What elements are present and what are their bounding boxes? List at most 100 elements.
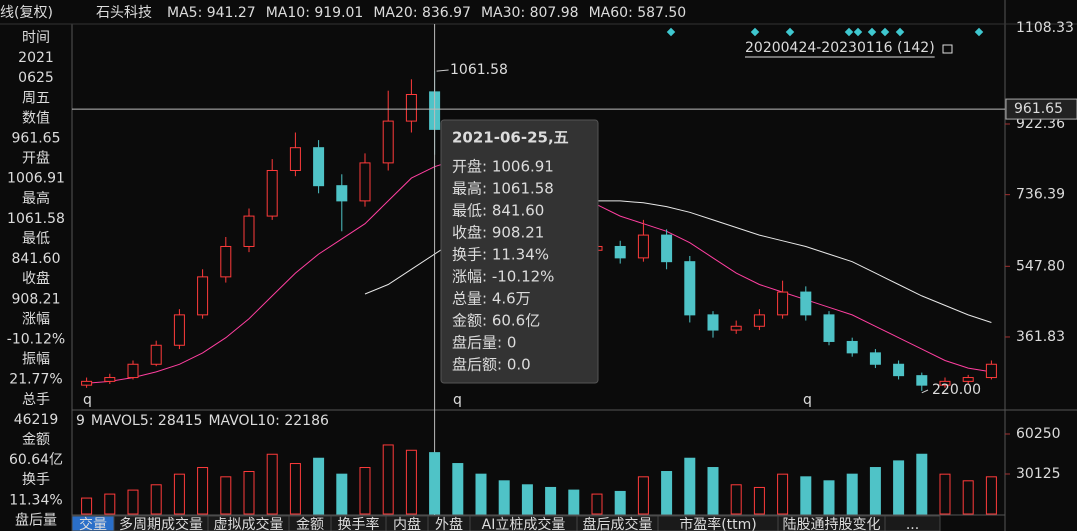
tab-label[interactable]: 金额 bbox=[296, 517, 324, 531]
volume-bar bbox=[730, 484, 742, 515]
info-row: 46219 bbox=[14, 412, 59, 428]
low-note: 220.00 bbox=[932, 382, 981, 398]
volume-bar bbox=[266, 453, 278, 515]
y-tick-label: 547.80 bbox=[1016, 258, 1065, 274]
info-row: 时间 bbox=[22, 30, 50, 46]
volume-tick-label: 60250 bbox=[1016, 426, 1061, 442]
tab-label[interactable]: 交量 bbox=[79, 516, 107, 531]
volume-bar bbox=[614, 490, 626, 515]
crosshair-label: 961.65 bbox=[1014, 101, 1063, 117]
candle-body bbox=[81, 380, 93, 386]
tooltip-row: 盘后额: 0.0 bbox=[452, 356, 531, 374]
info-row: 总手 bbox=[22, 392, 50, 408]
info-row: 908.21 bbox=[12, 291, 61, 307]
note-arrow bbox=[921, 389, 929, 394]
tooltip-row: 开盘: 1006.91 bbox=[452, 158, 554, 176]
volume-bar bbox=[197, 467, 209, 515]
volume-bar bbox=[777, 473, 789, 515]
lock-icon bbox=[942, 44, 953, 54]
candle-body bbox=[382, 120, 394, 164]
info-row: 1061.58 bbox=[7, 211, 65, 227]
volume-bar bbox=[382, 444, 394, 515]
volume-bar bbox=[313, 457, 325, 515]
volume-bar bbox=[637, 476, 649, 515]
candle-body bbox=[846, 340, 858, 354]
info-row: 涨幅 bbox=[22, 311, 50, 327]
ma-value: MA10: 919.01 bbox=[266, 5, 364, 21]
info-row: 开盘 bbox=[22, 150, 50, 167]
tooltip-title: 2021-06-25,五 bbox=[452, 129, 569, 147]
info-row: 21.77% bbox=[9, 372, 62, 388]
tab-label[interactable]: AI立桩成交量 bbox=[482, 516, 566, 531]
tab-label[interactable]: 多周期成交量 bbox=[119, 516, 203, 531]
tooltip-row: 最高: 1061.58 bbox=[452, 180, 554, 198]
tab-label[interactable]: 虚拟成交量 bbox=[214, 516, 284, 531]
candle-body bbox=[313, 147, 325, 187]
ma-value: MA60: 587.50 bbox=[589, 5, 687, 21]
range-label: 20200424-20230116 (142) bbox=[745, 40, 935, 56]
volume-bar bbox=[405, 449, 417, 515]
candle-body bbox=[730, 325, 742, 331]
info-row: -10.12% bbox=[7, 332, 65, 348]
tooltip-row: 金额: 60.6亿 bbox=[452, 312, 540, 330]
tab-label[interactable]: ... bbox=[906, 517, 919, 531]
tab[interactable] bbox=[884, 515, 941, 531]
tab-label[interactable]: 市盈率(ttm) bbox=[679, 516, 757, 531]
volume-bar bbox=[962, 480, 974, 515]
tab-label[interactable]: 换手率 bbox=[338, 516, 380, 531]
tooltip-box bbox=[440, 119, 599, 384]
candle-body bbox=[289, 147, 301, 171]
candle-body bbox=[939, 380, 951, 386]
tooltip-row: 涨幅: -10.12% bbox=[452, 268, 554, 286]
candle-body bbox=[637, 234, 649, 259]
candle-body bbox=[127, 363, 139, 379]
volume-bar bbox=[104, 493, 116, 515]
volume-bar bbox=[568, 489, 580, 515]
event-marker: q bbox=[83, 392, 92, 408]
volume-bar bbox=[893, 460, 905, 515]
ma-value: MA30: 807.98 bbox=[481, 5, 579, 21]
candle-body bbox=[916, 375, 928, 386]
volume-bar bbox=[591, 493, 603, 515]
volume-bar bbox=[150, 484, 162, 515]
candle-body bbox=[661, 234, 673, 263]
volume-bar bbox=[498, 480, 510, 515]
candle-body bbox=[614, 245, 626, 259]
volume-bar bbox=[475, 473, 487, 515]
volume-bar bbox=[800, 476, 812, 515]
tooltip-row: 收盘: 908.21 bbox=[452, 224, 544, 242]
info-row: 换手 bbox=[22, 471, 50, 488]
candle-body bbox=[777, 291, 789, 316]
info-row: 最低 bbox=[22, 231, 50, 247]
volume-bar bbox=[220, 476, 232, 515]
ma-value: MA5: 941.27 bbox=[167, 5, 256, 21]
candle-body bbox=[359, 162, 371, 202]
volume-bar bbox=[173, 473, 185, 515]
info-row: 1006.91 bbox=[7, 171, 65, 187]
volume-tick-label: 30125 bbox=[1016, 466, 1061, 482]
tab-label[interactable]: 陆股通持股变化 bbox=[783, 517, 881, 531]
event-marker: q bbox=[803, 392, 812, 408]
tab-label[interactable]: 盘后成交量 bbox=[583, 516, 653, 531]
info-row: 60.64亿 bbox=[9, 452, 63, 468]
info-row: 数值 bbox=[22, 110, 50, 126]
candle-body bbox=[869, 352, 881, 365]
volume-bar bbox=[939, 473, 951, 515]
candle-body bbox=[336, 185, 348, 202]
note-arrow bbox=[436, 69, 449, 72]
y-tick-label: 736.39 bbox=[1016, 187, 1065, 203]
tab-label[interactable]: 内盘 bbox=[393, 516, 421, 531]
max-label: 1108.33 bbox=[1016, 20, 1074, 36]
candle-body bbox=[684, 261, 696, 316]
candle-body bbox=[962, 377, 974, 382]
candle-body bbox=[104, 377, 116, 382]
tooltip: 2021-06-25,五开盘: 1006.91 最高: 1061.58 最低: 84… bbox=[440, 119, 599, 384]
volume-bar bbox=[753, 486, 765, 515]
tab-label[interactable]: 外盘 bbox=[435, 516, 463, 531]
high-note: 1061.58 bbox=[450, 62, 508, 78]
volume-header: 9 bbox=[76, 413, 85, 429]
info-row: 周五 bbox=[22, 90, 50, 106]
info-row: 11.34% bbox=[9, 492, 62, 508]
